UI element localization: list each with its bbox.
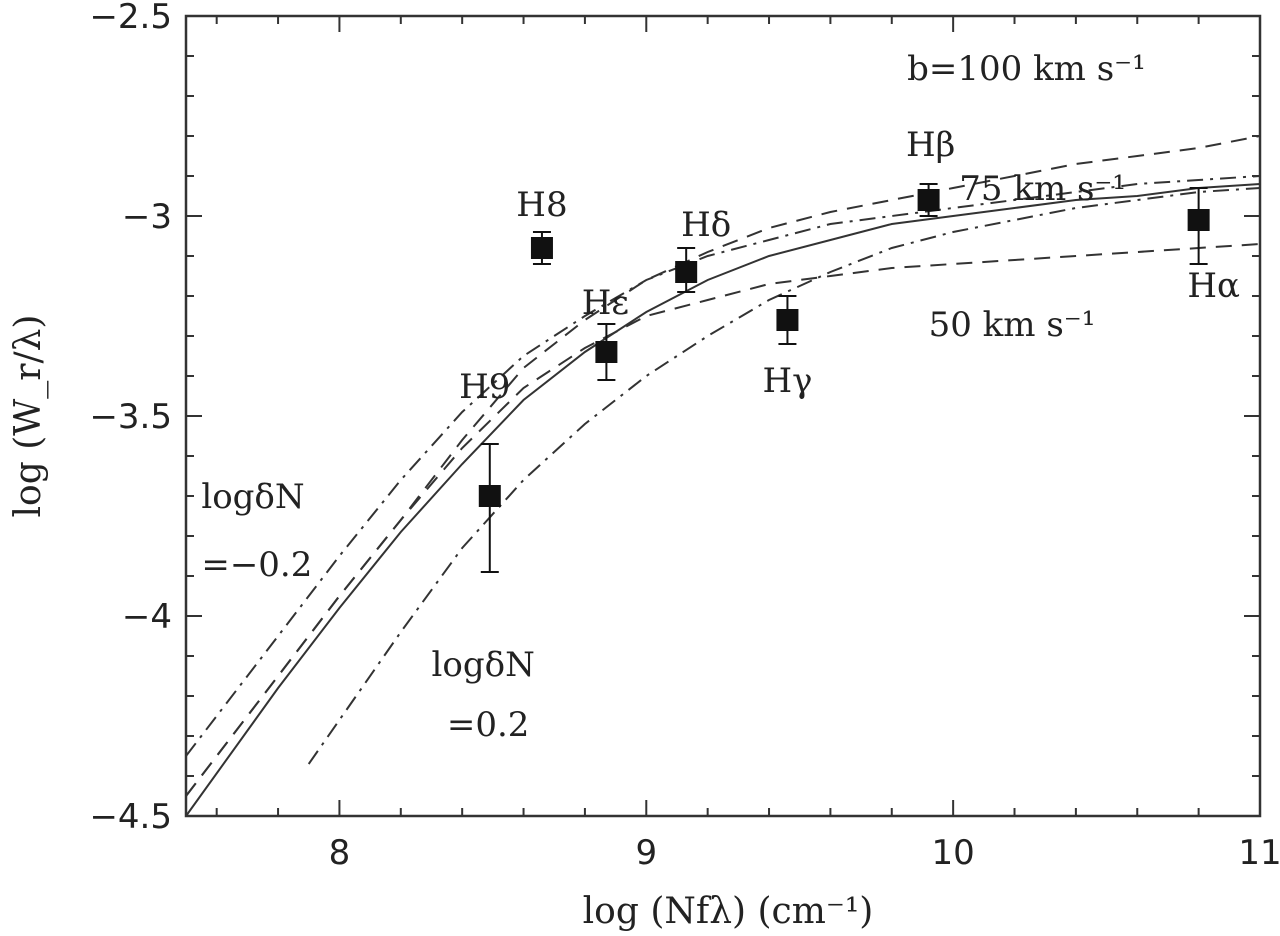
point-label: Hγ [762, 361, 812, 401]
annotation: logδN [201, 477, 304, 517]
point-labels: H9 H8 Hε Hδ Hγ Hβ Hα [459, 125, 1240, 407]
x-tick-label: 10 [932, 833, 975, 873]
annotation: 75 km s⁻¹ [959, 169, 1126, 209]
axis-ticks [186, 15, 1261, 817]
data-point [917, 189, 940, 211]
data-point [1187, 209, 1210, 231]
data-point [595, 341, 618, 363]
data-point [530, 237, 553, 259]
y-tick-label: −4.5 [89, 797, 172, 837]
y-axis-label: log (W_r/λ) [8, 315, 49, 518]
annotation: 50 km s⁻¹ [929, 305, 1096, 345]
annotations: b=100 km s⁻¹ 75 km s⁻¹ 50 km s⁻¹ logδN =−0.2… [201, 49, 1145, 745]
x-tick-label: 11 [1238, 833, 1280, 873]
x-axis-label: log (Nfλ) (cm⁻¹) [583, 891, 874, 932]
point-label: H8 [516, 185, 567, 225]
error-bars [480, 183, 1208, 573]
point-label: Hδ [681, 205, 731, 245]
curve-solid-3 [185, 183, 1261, 817]
curve-dashed-2 [185, 243, 1261, 797]
curve-dashdot-5 [307, 187, 1261, 765]
plot-frame [184, 14, 1262, 818]
y-tick-label: −3 [122, 197, 172, 237]
annotation: b=100 km s⁻¹ [907, 49, 1146, 89]
y-tick-label: −3.5 [89, 397, 172, 437]
tick-labels: 8 9 10 11 −2.5 −3 −3.5 −4 −4.5 [89, 0, 1280, 873]
annotation: =−0.2 [201, 545, 312, 585]
x-tick-label: 9 [635, 833, 657, 873]
point-label: Hε [582, 283, 629, 323]
annotation: =0.2 [447, 705, 530, 745]
point-label: H9 [459, 367, 510, 407]
curve-dashdot-4 [185, 175, 1261, 757]
data-point [478, 485, 501, 507]
data-point [776, 309, 799, 331]
annotation: logδN [431, 645, 534, 685]
point-label: Hα [1187, 266, 1240, 306]
y-tick-label: −4 [122, 597, 172, 637]
model-curves [185, 135, 1261, 817]
y-tick-label: −2.5 [89, 0, 172, 37]
curve-dashed-1 [185, 135, 1261, 797]
point-label: Hβ [906, 125, 955, 165]
data-markers [478, 189, 1210, 507]
data-point [675, 261, 698, 283]
x-tick-label: 8 [329, 833, 351, 873]
